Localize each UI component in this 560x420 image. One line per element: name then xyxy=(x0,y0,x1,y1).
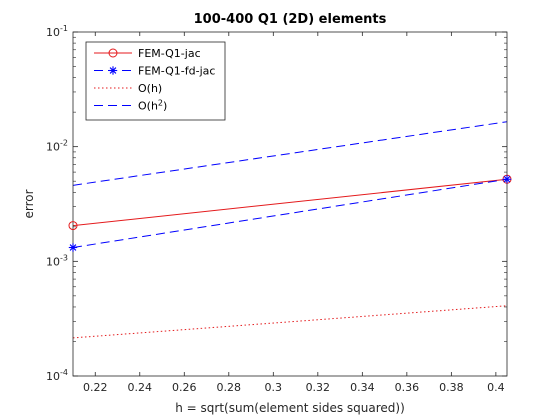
x-tick-label: 0.32 xyxy=(306,381,331,394)
chart-title: 100-400 Q1 (2D) elements xyxy=(194,12,387,27)
legend-label-3: O(h2) xyxy=(138,99,167,113)
x-axis-label: h = sqrt(sum(element sides squared)) xyxy=(175,401,405,415)
y-axis-label: error xyxy=(22,189,36,218)
x-tick-label: 0.24 xyxy=(128,381,153,394)
legend-label-1: FEM-Q1-fd-jac xyxy=(138,65,215,78)
x-tick-label: 0.26 xyxy=(172,381,197,394)
series-1-point xyxy=(502,175,512,184)
series-line-2 xyxy=(73,305,507,339)
y-tick-label: 10-1 xyxy=(46,24,68,39)
x-tick-label: 0.3 xyxy=(265,381,283,394)
series-line-0 xyxy=(73,178,507,227)
legend-marker-0 xyxy=(108,48,118,58)
x-tick-label: 0.34 xyxy=(350,381,375,394)
series-1-point xyxy=(68,243,78,252)
y-tick-label: 10-3 xyxy=(46,253,68,268)
marker-stroke xyxy=(109,67,117,74)
x-tick-label: 0.28 xyxy=(217,381,242,394)
x-tick-label: 0.22 xyxy=(83,381,108,394)
x-tick-label: 0.36 xyxy=(395,381,420,394)
plot-frame xyxy=(72,31,508,377)
legend-label-0: FEM-Q1-jac xyxy=(138,47,201,60)
x-tick-label: 0.38 xyxy=(439,381,464,394)
legend-marker-1 xyxy=(108,66,118,75)
y-tick-label: 10-2 xyxy=(46,139,68,154)
marker-stroke xyxy=(503,175,511,183)
legend-label-2: O(h) xyxy=(138,82,162,95)
series-line-1 xyxy=(73,178,507,249)
series-0-point xyxy=(68,221,78,231)
series-line-3 xyxy=(73,121,507,186)
y-tick-label: 10-4 xyxy=(46,368,68,383)
marker-stroke xyxy=(69,244,77,251)
legend: FEM-Q1-jac FEM-Q1-fd-jac O(h) O(h2) xyxy=(85,41,226,121)
x-tick-label: 0.4 xyxy=(487,381,505,394)
